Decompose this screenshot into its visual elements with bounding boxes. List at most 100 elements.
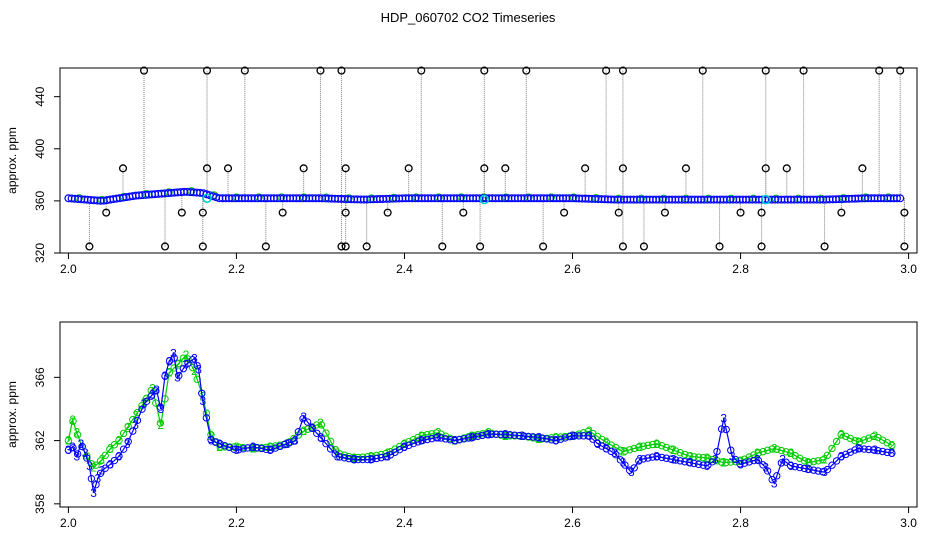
series-3-point bbox=[635, 457, 643, 465]
series-3-point bbox=[73, 450, 82, 458]
outlier-point bbox=[459, 208, 468, 217]
series-2-point bbox=[96, 457, 105, 465]
series-3-point bbox=[529, 433, 537, 441]
outlier-point bbox=[316, 66, 325, 75]
series-3-point bbox=[437, 434, 445, 442]
series-3-point bbox=[382, 453, 390, 461]
x-tick-label: 2.6 bbox=[564, 516, 581, 530]
series-2-point bbox=[124, 422, 132, 431]
series-3-point bbox=[230, 445, 238, 453]
series-3-symbol: 3 bbox=[838, 449, 845, 463]
series-3-symbol: 3 bbox=[704, 459, 711, 473]
series-3-point bbox=[510, 431, 519, 439]
series-3-point bbox=[101, 464, 109, 472]
series-3-point bbox=[768, 475, 776, 484]
series-3-point bbox=[349, 455, 358, 464]
series-3-symbol: 3 bbox=[636, 453, 643, 467]
series-2-point bbox=[129, 415, 137, 424]
series-2-point bbox=[681, 450, 689, 459]
series-2-symbol: 2 bbox=[687, 449, 694, 463]
series-3-point bbox=[809, 466, 818, 474]
series-3-point bbox=[460, 435, 468, 443]
series-3-point bbox=[124, 437, 132, 446]
series-2-point bbox=[303, 425, 312, 433]
outlier-point bbox=[118, 164, 128, 173]
series-2-point bbox=[722, 458, 730, 467]
series-3-point bbox=[704, 461, 712, 469]
series-3-point bbox=[294, 428, 303, 436]
outlier-point bbox=[198, 208, 207, 217]
series-3-symbol: 3 bbox=[872, 443, 879, 457]
outlier-point bbox=[223, 164, 233, 173]
series-2-symbol: 2 bbox=[737, 454, 744, 468]
series-3-symbol: 3 bbox=[435, 430, 442, 444]
series-3-point bbox=[543, 435, 551, 443]
outlier-point bbox=[383, 208, 392, 217]
series-2-point bbox=[759, 447, 767, 456]
series-2-point bbox=[418, 431, 427, 440]
series-2-symbol: 2 bbox=[99, 453, 106, 467]
series-3-symbol: 3 bbox=[233, 443, 240, 457]
series-2-symbol: 2 bbox=[183, 348, 190, 362]
series-2-point bbox=[156, 419, 165, 427]
series-2-symbol: 2 bbox=[771, 441, 778, 455]
series-3-point bbox=[161, 372, 169, 380]
series-3-point bbox=[828, 461, 836, 469]
series-3-point bbox=[800, 464, 809, 473]
series-2-symbol: 2 bbox=[804, 456, 811, 470]
series-3-symbol: 3 bbox=[485, 427, 492, 441]
series-3-symbol: 3 bbox=[199, 394, 206, 408]
series-2-symbol: 2 bbox=[821, 453, 828, 467]
series-3-point bbox=[556, 435, 565, 443]
series-2-point bbox=[170, 364, 178, 372]
series-2-point bbox=[828, 444, 836, 453]
series-2-symbol: 2 bbox=[132, 408, 139, 422]
series-2-point bbox=[584, 427, 592, 436]
series-3-point bbox=[363, 455, 372, 464]
series-3-point bbox=[280, 440, 289, 449]
series-3-point bbox=[478, 431, 487, 440]
series-2-point bbox=[73, 431, 82, 439]
series-2-symbol: 2 bbox=[720, 456, 727, 470]
y-tick-label: 362 bbox=[33, 430, 47, 450]
x-tick-label: 2.6 bbox=[564, 262, 581, 276]
series-2-point bbox=[888, 441, 896, 450]
series-3-point bbox=[566, 432, 574, 441]
series-3-point bbox=[271, 444, 280, 452]
series-2-point bbox=[846, 434, 855, 443]
series-3-point bbox=[418, 436, 427, 445]
series-2-point bbox=[64, 436, 73, 445]
series-2-point bbox=[653, 440, 661, 448]
series-3-point bbox=[368, 455, 376, 464]
y-axis-label: approx. ppm bbox=[5, 381, 19, 448]
series-3-symbol: 3 bbox=[628, 465, 635, 479]
top-co2-timeseries-panel: 2.0 2.2 2.4 2.6 2.8 3.0 320 360 400 440 approx. pp… bbox=[5, 66, 918, 276]
series-2-symbol: 2 bbox=[788, 446, 795, 460]
cyan-point bbox=[202, 193, 212, 204]
series-2-symbol: 2 bbox=[191, 364, 198, 378]
outlier-point bbox=[900, 208, 909, 217]
series-3-point bbox=[377, 453, 385, 462]
series-3-point bbox=[814, 467, 822, 475]
series-3-symbol: 3 bbox=[292, 434, 299, 448]
series-2-point bbox=[299, 427, 307, 436]
outlier-point bbox=[757, 242, 766, 251]
series-3-point bbox=[142, 397, 151, 406]
outlier-point bbox=[102, 208, 111, 217]
outlier-point bbox=[698, 66, 707, 75]
series-3-point bbox=[483, 430, 491, 439]
series-3-symbol: 3 bbox=[317, 430, 324, 444]
series-2-point bbox=[616, 446, 625, 454]
series-3-symbol: 3 bbox=[170, 347, 177, 361]
series-3-symbol: 3 bbox=[536, 430, 543, 444]
series-3-symbol: 3 bbox=[729, 449, 736, 463]
series-2-point bbox=[432, 429, 441, 437]
series-2-symbol: 2 bbox=[855, 435, 862, 449]
series-3-symbol: 3 bbox=[149, 388, 156, 402]
outlier-point bbox=[900, 242, 909, 251]
series-3-point bbox=[405, 441, 413, 449]
series-2-point bbox=[179, 354, 188, 362]
series-3-point bbox=[533, 433, 542, 442]
series-2-point bbox=[110, 441, 119, 449]
series-2-point bbox=[694, 453, 703, 461]
